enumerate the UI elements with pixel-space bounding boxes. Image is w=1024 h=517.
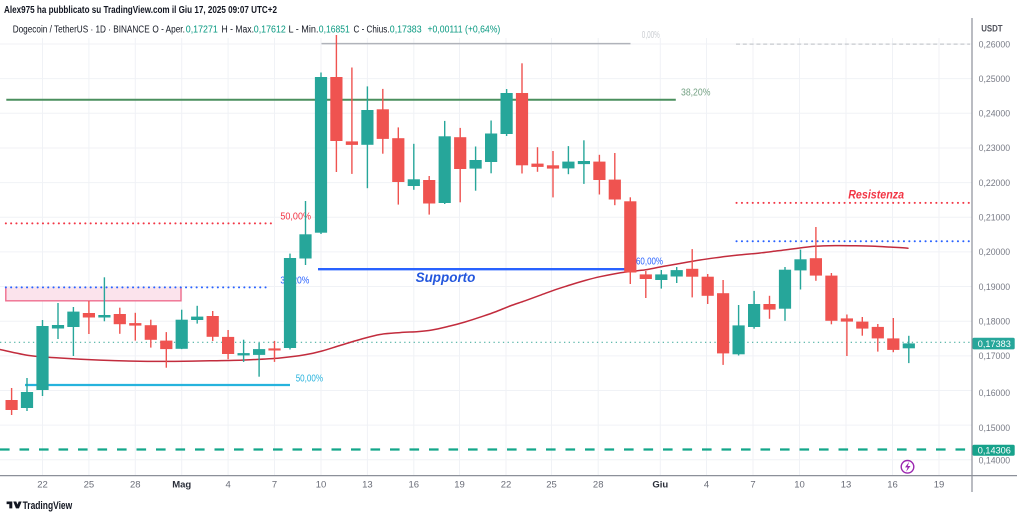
svg-text:+0,00111 (+0,64%): +0,00111 (+0,64%) xyxy=(428,24,501,35)
svg-text:22: 22 xyxy=(37,480,48,491)
svg-text:4: 4 xyxy=(225,480,230,491)
svg-text:10: 10 xyxy=(316,480,327,491)
svg-text:13: 13 xyxy=(362,480,373,491)
svg-text:19: 19 xyxy=(934,480,945,491)
svg-text:0,17612: 0,17612 xyxy=(254,24,286,35)
svg-text:7: 7 xyxy=(272,480,277,491)
svg-text:28: 28 xyxy=(130,480,141,491)
svg-text:25: 25 xyxy=(84,480,95,491)
svg-text:0,21000: 0,21000 xyxy=(979,213,1011,224)
svg-text:7: 7 xyxy=(750,480,755,491)
svg-text:0,17271: 0,17271 xyxy=(186,24,218,35)
svg-text:Mag: Mag xyxy=(172,480,191,491)
svg-text:60,00%: 60,00% xyxy=(636,257,663,268)
svg-text:0,14000: 0,14000 xyxy=(979,456,1011,467)
svg-text:0,26000: 0,26000 xyxy=(979,39,1011,50)
svg-text:0,18000: 0,18000 xyxy=(979,317,1011,328)
svg-text:C - Chius.: C - Chius. xyxy=(354,24,390,35)
svg-text:Giu: Giu xyxy=(652,480,668,491)
svg-text:28: 28 xyxy=(593,480,604,491)
svg-text:10: 10 xyxy=(794,480,805,491)
svg-text:O - Aper.: O - Aper. xyxy=(152,24,185,35)
svg-text:0,16000: 0,16000 xyxy=(979,388,1011,399)
svg-text:0,22000: 0,22000 xyxy=(979,178,1011,189)
svg-text:0,15000: 0,15000 xyxy=(979,423,1011,434)
svg-text:16: 16 xyxy=(887,480,898,491)
svg-text:USDT: USDT xyxy=(981,24,1003,35)
svg-text:0,23000: 0,23000 xyxy=(979,143,1011,154)
svg-text:38,20%: 38,20% xyxy=(681,87,710,98)
svg-text:19: 19 xyxy=(454,480,465,491)
svg-text:H - Max.: H - Max. xyxy=(222,24,255,35)
svg-text:16: 16 xyxy=(409,480,420,491)
svg-text:0,17000: 0,17000 xyxy=(979,351,1011,362)
svg-text:0,17383: 0,17383 xyxy=(978,339,1011,350)
svg-text:Alex975 ha pubblicato su Tradi: Alex975 ha pubblicato su TradingView.com… xyxy=(4,5,277,16)
svg-text:0,25000: 0,25000 xyxy=(979,74,1011,85)
svg-text:0,16851: 0,16851 xyxy=(319,24,350,35)
svg-text:0,20000: 0,20000 xyxy=(979,247,1011,258)
svg-text:TradingView: TradingView xyxy=(23,500,73,512)
svg-text:Resistenza: Resistenza xyxy=(848,187,904,201)
svg-text:0,14306: 0,14306 xyxy=(978,446,1011,457)
svg-text:L - Min.: L - Min. xyxy=(289,24,319,35)
svg-text:0,17383: 0,17383 xyxy=(390,24,422,35)
svg-text:0,24000: 0,24000 xyxy=(979,109,1011,120)
svg-text:50,00%: 50,00% xyxy=(296,373,323,384)
svg-text:25: 25 xyxy=(546,480,557,491)
svg-text:4: 4 xyxy=(704,480,709,491)
svg-text:22: 22 xyxy=(501,480,512,491)
svg-text:0,00%: 0,00% xyxy=(642,30,660,41)
svg-text:50,00%: 50,00% xyxy=(280,211,311,222)
svg-text:13: 13 xyxy=(841,480,852,491)
svg-text:Supporto: Supporto xyxy=(416,269,476,285)
svg-text:Dogecoin / TetherUS · 1D · BIN: Dogecoin / TetherUS · 1D · BINANCE xyxy=(13,24,150,35)
svg-text:0,19000: 0,19000 xyxy=(979,282,1011,293)
